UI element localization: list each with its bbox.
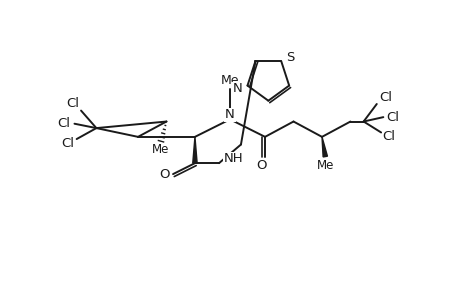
Text: N: N [232, 82, 242, 95]
Text: S: S [285, 51, 293, 64]
Text: Cl: Cl [57, 117, 70, 130]
Text: NH: NH [223, 152, 242, 165]
Text: Me: Me [316, 159, 333, 172]
Text: Me: Me [220, 74, 239, 88]
Text: Cl: Cl [386, 111, 399, 124]
Text: Cl: Cl [381, 130, 394, 143]
Polygon shape [321, 137, 327, 157]
Text: Cl: Cl [378, 91, 391, 104]
Text: O: O [256, 159, 266, 172]
Polygon shape [192, 137, 197, 163]
Text: O: O [159, 168, 169, 181]
Text: Cl: Cl [66, 98, 78, 110]
Text: Me: Me [152, 143, 169, 157]
Text: N: N [224, 109, 235, 122]
Text: Cl: Cl [61, 137, 74, 150]
